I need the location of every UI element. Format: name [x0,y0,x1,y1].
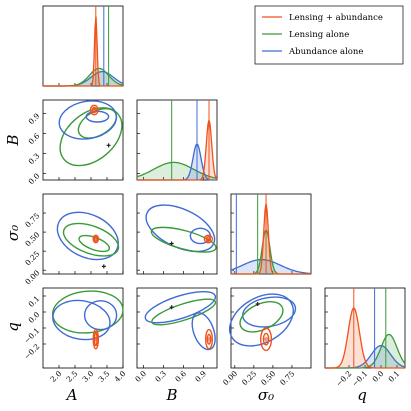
contour-B-sigma0 [203,234,214,244]
contour-B-sigma0 [150,226,217,253]
contour-A-q [83,300,118,331]
marginal-curve-sigma0-0 [230,258,312,275]
xtick-label-A: 4.0 [113,369,128,384]
core-sigma0-q [263,337,269,342]
legend-label-1: Lensing alone [289,30,349,40]
xtick-label-B: 0.3 [153,369,168,384]
best-fit-marker [169,305,174,310]
axis-labels: A B σ₀ q B σ₀ q [4,134,367,404]
contour-A-sigma0 [92,234,100,244]
ytick-label-sigma0: 0.00 [23,268,41,286]
marginal-curve-A-2 [43,16,123,87]
ylabel-B: B [4,134,22,146]
panel-B-q [136,287,218,369]
panel-B-sigma0 [136,193,218,275]
marginal-curve-B-2 [137,119,218,181]
ytick-label-B: 0.6 [27,131,42,146]
best-fit-marker [255,302,260,306]
marginal-curve-q-1 [325,333,406,369]
contour-B-q [204,328,214,350]
xtick-label-B: 0.0 [133,369,148,384]
xlabel-q: q [357,386,367,404]
panel-sigma0-q [230,287,312,369]
xtick-label-sigma0: 0.00 [221,369,239,387]
ytick-label-B: 0.3 [27,151,42,166]
panel-frame [42,99,124,181]
panel-frame [42,287,124,369]
xtick-label-q: −0.2 [334,369,353,388]
xtick-label-sigma0: 0.75 [278,369,296,387]
panel-frame [42,5,124,87]
contour-sigma0-q [260,327,273,352]
ytick-label-sigma0: 0.50 [23,230,41,248]
panel-frame [42,193,124,275]
legend-label-2: Abundance alone [288,47,363,57]
contour-B-q [151,298,217,326]
xtick-label-A: 2.5 [65,369,80,384]
core-A-B [92,107,97,113]
contour-A-B [89,104,99,116]
marginal-fill-A-1 [43,68,123,86]
contour-A-q [51,290,124,334]
contour-A-B [58,100,118,140]
panel-frame [136,193,218,275]
best-fit-marker [106,143,111,148]
best-fit-marker [101,264,106,269]
core-B-sigma0 [206,236,211,242]
contour-B-q [144,290,217,324]
contour-A-q [92,328,100,350]
marginal-curve-q-2 [325,307,405,369]
ytick-label-sigma0: 0.75 [23,211,41,229]
xtick-label-A: 3.5 [97,369,112,384]
marginal-fill-A-0 [43,71,123,86]
contour-B-q [191,312,216,351]
ylabel-q: q [4,322,22,332]
ytick-label-B: 0.0 [27,171,42,186]
panel-frame [230,287,312,369]
panel-frame [136,287,218,369]
contour-A-q [52,299,111,341]
ytick-label-q: 0.0 [27,310,42,325]
xtick-label-q: 0.1 [387,369,402,384]
panel-A-q [42,287,124,369]
xtick-label-sigma0: 0.25 [240,369,258,387]
contour-sigma0-q [229,293,294,347]
ytick-label-q: −0.1 [22,326,41,345]
contour-A-B [59,107,123,167]
legend-label-0: Lensing + abundance [289,13,383,23]
contour-A-sigma0 [56,211,119,261]
contour-A-sigma0 [62,222,120,257]
legend: Lensing + abundance Lensing alone Abunda… [254,5,404,65]
marginal-curve-sigma0-2 [231,203,311,275]
panel-frame [230,193,312,275]
ytick-label-q: 0.1 [27,294,42,309]
xlabel-B: B [165,386,177,404]
core-A-q [93,337,99,342]
ytick-label-q: −0.2 [22,342,41,361]
xtick-label-A: 3.0 [81,369,96,384]
contour-sigma0-q [262,332,270,346]
xtick-label-B: 0.6 [173,369,188,384]
best-fit-marker [169,241,174,246]
marginal-fill-q-0 [325,345,405,368]
marginal-fill-q-1 [325,334,405,368]
xtick-label-A: 2.0 [49,369,64,384]
ytick-label-B: 0.9 [27,111,42,126]
core-B-q [206,337,212,342]
core-A-sigma0 [93,236,99,242]
xtick-label-q: 0.0 [371,369,386,384]
panel-A-A [42,5,124,87]
legend-box [254,5,404,65]
ytick-label-sigma0: 0.25 [23,249,41,267]
xlabel-A: A [65,386,78,404]
ylabel-sigma0: σ₀ [4,225,22,241]
xlabel-sigma0: σ₀ [258,386,274,404]
contour-sigma0-q [242,296,297,328]
xtick-label-B: 0.9 [193,369,208,384]
panel-A-sigma0 [42,193,124,275]
panel-A-B [42,99,124,181]
xtick-label-sigma0: 0.50 [259,369,277,387]
